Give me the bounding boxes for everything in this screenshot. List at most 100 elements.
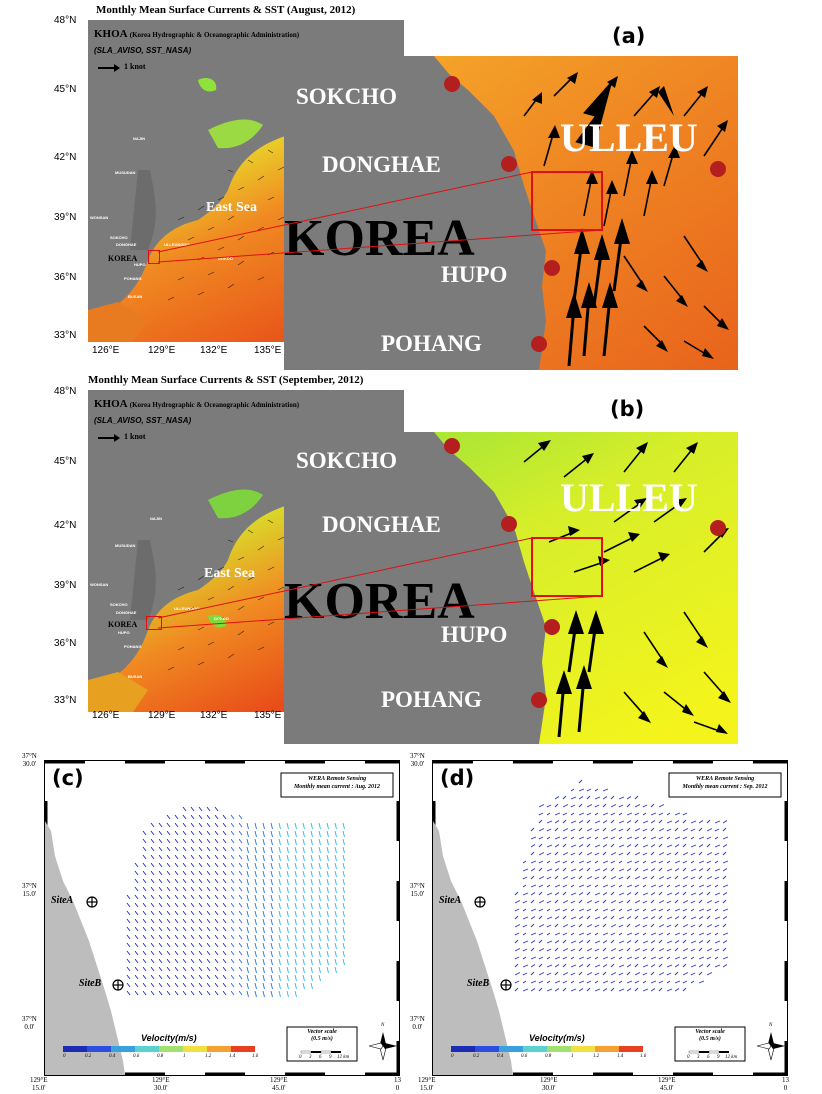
current-vector xyxy=(538,876,545,880)
current-vector xyxy=(570,836,575,840)
current-vector xyxy=(546,820,553,824)
current-vector xyxy=(174,862,179,868)
current-vector xyxy=(166,958,171,964)
current-vector xyxy=(650,892,656,896)
current-vector xyxy=(658,860,664,864)
current-vector xyxy=(594,948,600,952)
current-vector xyxy=(198,918,203,924)
current-vector xyxy=(690,940,697,944)
current-vector xyxy=(698,947,703,952)
current-vector xyxy=(166,910,171,916)
current-vector xyxy=(594,884,599,888)
current-vector xyxy=(650,947,655,952)
current-vector xyxy=(698,899,703,904)
current-vector xyxy=(562,963,567,968)
current-vector xyxy=(658,876,665,880)
current-vector xyxy=(182,870,187,876)
current-vector xyxy=(546,876,552,880)
current-vector xyxy=(230,958,235,964)
current-vector xyxy=(530,844,536,848)
lat-label: 39°N xyxy=(54,212,77,223)
site-dots xyxy=(444,438,726,708)
current-vector xyxy=(642,900,648,904)
current-vector xyxy=(278,982,281,990)
current-vector xyxy=(594,940,601,944)
current-vector xyxy=(190,822,195,828)
current-vector xyxy=(562,860,568,864)
current-vector xyxy=(302,862,305,870)
current-vector xyxy=(578,908,585,912)
current-vector xyxy=(594,828,600,832)
current-vector xyxy=(658,900,665,904)
current-vector xyxy=(578,820,584,824)
current-vector xyxy=(650,803,655,808)
current-vector xyxy=(690,924,696,928)
current-vector xyxy=(286,886,289,894)
lat-label: 48°N xyxy=(54,386,77,397)
current-vector xyxy=(522,908,527,912)
current-vector xyxy=(610,876,617,880)
current-vector xyxy=(562,852,569,856)
current-vector xyxy=(706,924,713,928)
current-vector xyxy=(538,852,545,856)
current-vector xyxy=(198,838,203,844)
current-vector xyxy=(666,892,673,896)
velocity-tick: 0.8 xyxy=(157,1054,164,1059)
current-vector xyxy=(634,812,640,816)
current-vector xyxy=(302,878,305,886)
current-vector xyxy=(682,891,687,896)
current-vector xyxy=(182,990,187,996)
current-vector xyxy=(198,870,203,876)
km-tick: 3 xyxy=(697,1055,700,1060)
current-vector xyxy=(650,868,656,872)
current-vector xyxy=(158,902,163,908)
current-vector xyxy=(706,828,713,832)
current-vector xyxy=(310,934,313,942)
current-vector xyxy=(578,940,584,944)
current-vector xyxy=(554,916,560,920)
current-vector xyxy=(674,908,681,912)
current-vector xyxy=(530,932,537,936)
current-vector xyxy=(562,819,567,824)
current-vector xyxy=(206,910,211,916)
current-vector xyxy=(190,958,195,964)
current-vector xyxy=(554,899,559,904)
current-vector xyxy=(554,971,559,976)
current-vector xyxy=(142,926,147,932)
current-vector xyxy=(570,788,575,792)
current-vector xyxy=(318,838,321,846)
current-vector xyxy=(514,891,519,896)
current-vector xyxy=(562,948,569,952)
current-vector xyxy=(270,918,273,926)
current-vector xyxy=(634,852,641,856)
current-vector xyxy=(214,830,219,836)
current-vector xyxy=(150,886,155,892)
current-vector xyxy=(302,822,305,830)
current-vector xyxy=(530,892,536,896)
current-vector xyxy=(342,822,345,830)
current-vector xyxy=(658,836,664,840)
current-vector xyxy=(562,939,567,944)
place-donghae: DONGHAE xyxy=(116,242,137,247)
current-vector xyxy=(286,910,289,918)
current-vector xyxy=(562,795,567,800)
panel-b-title: Monthly Mean Surface Currents & SST (Sep… xyxy=(88,374,364,386)
current-vector xyxy=(514,932,520,936)
current-vector xyxy=(238,862,243,868)
current-vector xyxy=(206,822,211,828)
current-vector xyxy=(626,980,633,984)
panel-c-map-canvas xyxy=(45,761,399,1075)
current-vector xyxy=(286,966,289,974)
current-vector xyxy=(682,819,687,824)
current-vector xyxy=(626,947,631,952)
current-vector xyxy=(326,846,329,854)
current-vector xyxy=(554,892,560,896)
current-vector xyxy=(246,982,249,990)
current-vector xyxy=(530,923,535,928)
current-vector xyxy=(642,844,649,848)
current-vector xyxy=(246,934,249,942)
current-vector xyxy=(270,854,273,862)
velocity-tick: 0.4 xyxy=(109,1054,116,1059)
current-vector xyxy=(262,982,265,990)
current-vector xyxy=(546,836,551,840)
